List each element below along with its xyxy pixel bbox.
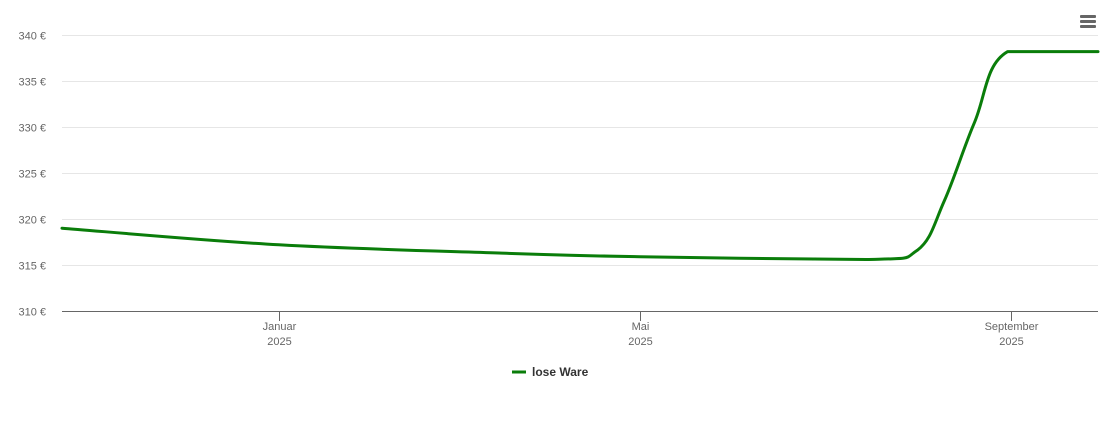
- x-tick-label: Mai: [632, 321, 650, 333]
- x-tick-year-label: 2025: [628, 336, 652, 348]
- x-tick-label: Januar: [263, 321, 297, 333]
- series-group: [60, 50, 1100, 261]
- y-tick-label: 325 €: [18, 169, 46, 181]
- x-tick-year-label: 2025: [267, 336, 291, 348]
- hamburger-menu-icon[interactable]: [1078, 12, 1098, 32]
- y-tick-label: 320 €: [18, 215, 46, 227]
- legend-label: lose Ware: [532, 365, 589, 379]
- legend[interactable]: lose Ware: [512, 365, 589, 379]
- series-line: [60, 50, 1100, 261]
- y-tick-label: 330 €: [18, 123, 46, 135]
- x-tick-label: September: [985, 321, 1039, 333]
- x-axis: Januar 2025 Mai 2025 September 2025: [62, 311, 1098, 348]
- y-tick-label: 315 €: [18, 261, 46, 273]
- y-tick-label: 335 €: [18, 77, 46, 89]
- x-tick-year-label: 2025: [999, 336, 1023, 348]
- y-tick-label: 310 €: [18, 307, 46, 319]
- y-axis: 310 € 315 € 320 € 325 € 330 € 335 € 340 €: [18, 31, 46, 319]
- y-tick-label: 340 €: [18, 31, 46, 43]
- grid-lines: [62, 35, 1098, 266]
